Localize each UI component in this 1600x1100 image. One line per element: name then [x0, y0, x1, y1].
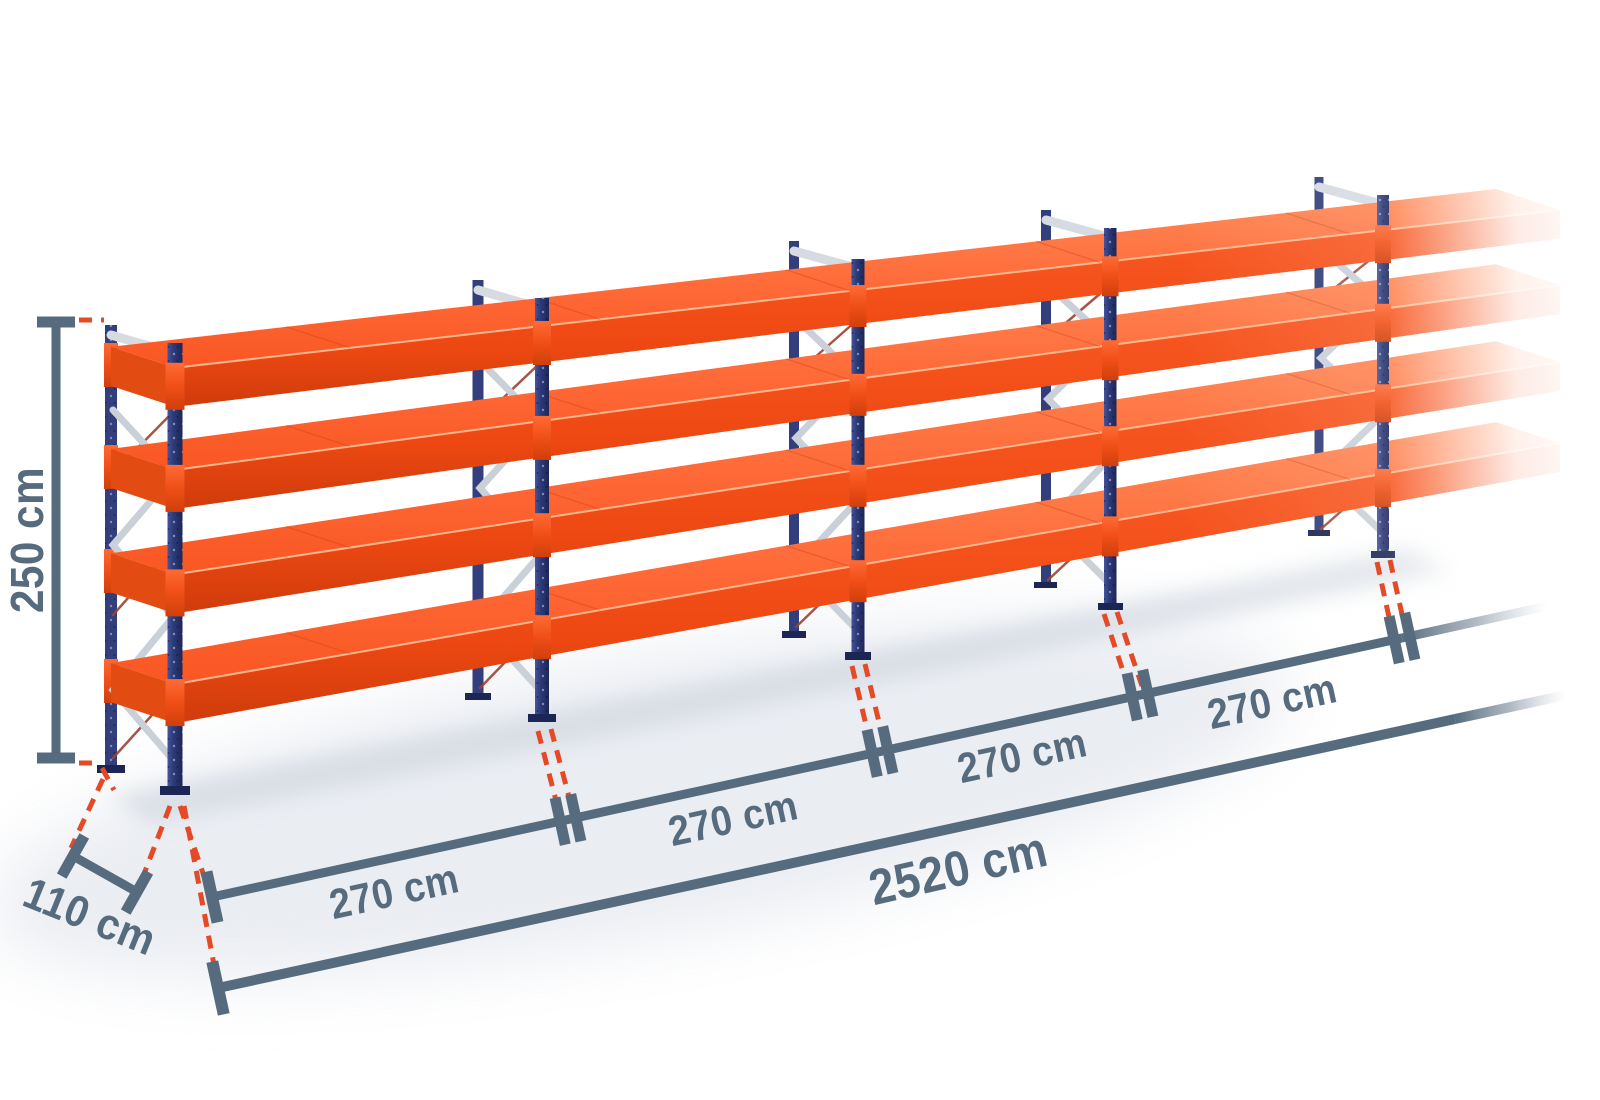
height-dimension-label: 250 cm: [3, 467, 54, 613]
dimension-depth: [56, 833, 154, 915]
dimension-total: [206, 690, 1568, 1016]
leader-total-start: [181, 805, 218, 971]
upright-frame-3: [845, 259, 871, 660]
bay-line-fading-tail: [1401, 601, 1549, 643]
pallet-rack-illustration: [97, 0, 1600, 1100]
leader-depth-near: [138, 805, 173, 883]
upright-frame-1: [160, 343, 190, 795]
upright-frame-4: [1098, 228, 1123, 610]
leader-depth-far: [68, 777, 106, 850]
leader-bay-start: [177, 805, 209, 883]
leader-frame5-a: [1374, 561, 1395, 632]
total-line-fading-tail: [1453, 690, 1568, 724]
dimension-height: [37, 316, 75, 764]
right-fade-overlay: [1180, 0, 1600, 1100]
upright-frame-2: [528, 298, 556, 722]
leader-height-bottom-2: [99, 766, 117, 792]
leader-frame5-b: [1387, 559, 1408, 629]
dimension-bays: [200, 601, 1549, 924]
